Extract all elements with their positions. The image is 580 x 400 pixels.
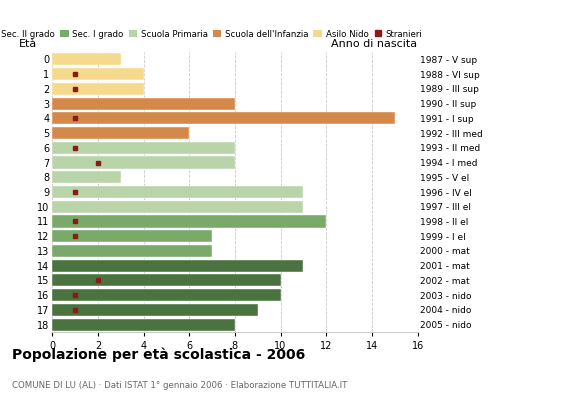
Bar bbox=[52, 171, 121, 183]
Text: COMUNE DI LU (AL) · Dati ISTAT 1° gennaio 2006 · Elaborazione TUTTITALIA.IT: COMUNE DI LU (AL) · Dati ISTAT 1° gennai… bbox=[12, 381, 347, 390]
Bar bbox=[52, 186, 303, 198]
Bar bbox=[52, 260, 303, 272]
Bar bbox=[52, 83, 143, 95]
Bar bbox=[52, 98, 235, 110]
Bar bbox=[52, 142, 235, 154]
Bar bbox=[52, 112, 395, 124]
Bar bbox=[52, 245, 212, 257]
Bar bbox=[52, 216, 326, 228]
Bar bbox=[52, 127, 189, 139]
Bar bbox=[52, 274, 281, 286]
Legend: Sec. II grado, Sec. I grado, Scuola Primaria, Scuola dell'Infanzia, Asilo Nido, : Sec. II grado, Sec. I grado, Scuola Prim… bbox=[0, 26, 426, 42]
Bar bbox=[52, 201, 303, 213]
Bar bbox=[52, 289, 281, 301]
Text: Età: Età bbox=[19, 39, 38, 49]
Bar bbox=[52, 53, 121, 66]
Bar bbox=[52, 156, 235, 168]
Text: Anno di nascita: Anno di nascita bbox=[332, 39, 418, 49]
Bar bbox=[52, 318, 235, 331]
Bar bbox=[52, 304, 258, 316]
Bar bbox=[52, 68, 143, 80]
Text: Popolazione per età scolastica - 2006: Popolazione per età scolastica - 2006 bbox=[12, 348, 305, 362]
Bar bbox=[52, 230, 212, 242]
